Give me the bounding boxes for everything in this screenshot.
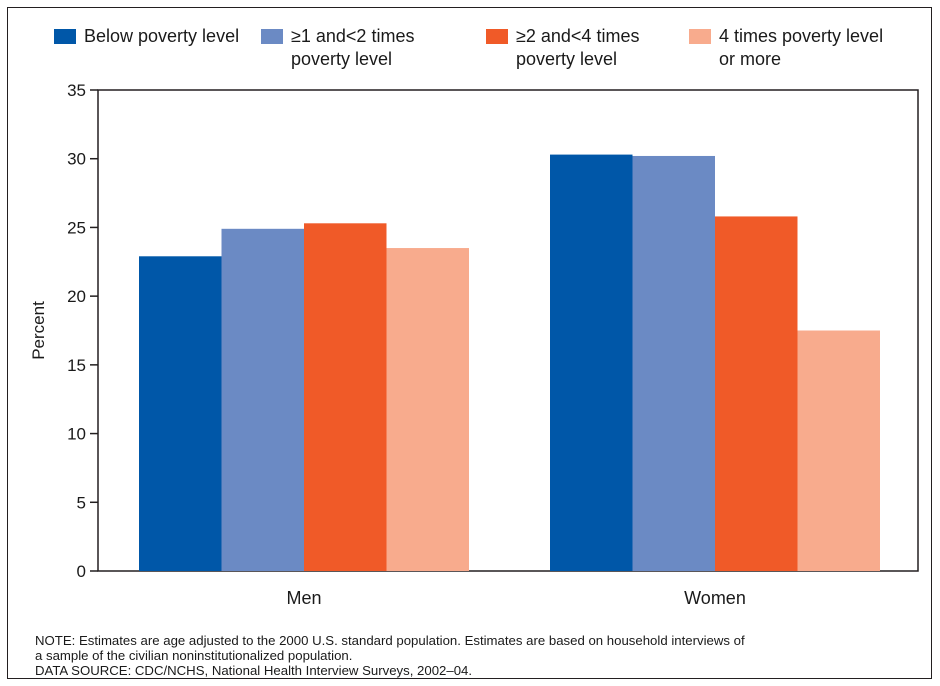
legend-swatch — [486, 29, 508, 44]
y-tick-label: 5 — [77, 493, 86, 512]
plot-area-border — [97, 89, 919, 572]
bar — [632, 155, 715, 572]
notes: NOTE: Estimates are age adjusted to the … — [35, 633, 915, 678]
y-tick-label: 20 — [67, 287, 86, 306]
y-tick-label: 10 — [67, 425, 86, 444]
legend-label: ≥1 and<2 times — [291, 26, 414, 46]
y-tick-label: 30 — [67, 150, 86, 169]
figure-frame: 0 5 10 15 20 25 30 35 Percent Men Women Below pover… — [7, 7, 932, 679]
y-tick-label: 0 — [77, 562, 86, 581]
legend-label: 4 times poverty level — [719, 26, 883, 46]
y-axis-title: Percent — [29, 301, 48, 360]
legend-swatch — [261, 29, 283, 44]
bar — [797, 330, 880, 571]
x-category-label: Women — [684, 588, 746, 608]
bar — [550, 154, 633, 571]
x-category-label: Men — [286, 588, 321, 608]
y-tick-label: 25 — [67, 218, 86, 237]
chart: 0 5 10 15 20 25 30 35 Percent Men Women Below pover… — [29, 26, 919, 608]
bar — [139, 256, 222, 571]
data-source: DATA SOURCE: CDC/NCHS, National Health I… — [35, 663, 473, 678]
bar — [715, 216, 798, 572]
note-line-1: NOTE: Estimates are age adjusted to the … — [35, 633, 745, 648]
legend-label: ≥2 and<4 times — [516, 26, 639, 46]
legend-swatch — [689, 29, 711, 44]
note-line-2: a sample of the civilian noninstitutiona… — [35, 648, 353, 663]
legend-label: or more — [719, 49, 781, 69]
bar — [304, 223, 387, 571]
y-tick-label: 15 — [67, 356, 86, 375]
legend-label: Below poverty level — [84, 26, 239, 46]
y-tick-label: 35 — [67, 81, 86, 100]
bar — [386, 248, 469, 572]
legend-label: poverty level — [516, 49, 617, 69]
legend-label: poverty level — [291, 49, 392, 69]
legend-swatch — [54, 29, 76, 44]
bar — [221, 228, 304, 571]
